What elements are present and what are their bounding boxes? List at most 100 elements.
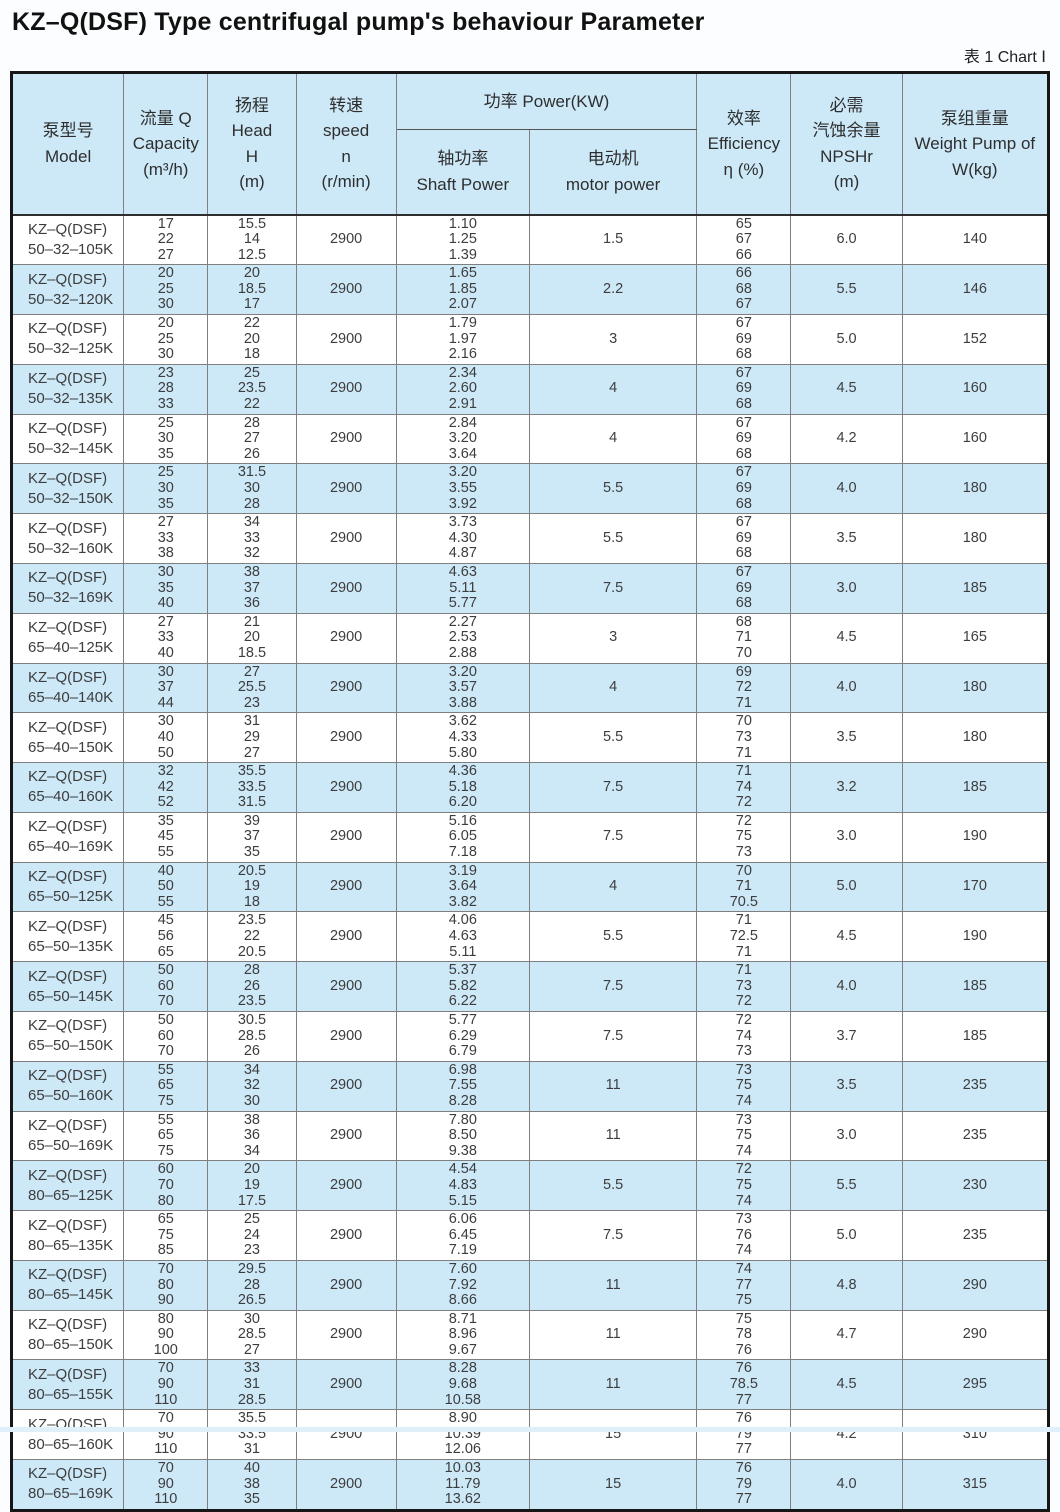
shaft-power-cell: 2.34 2.60 2.91 xyxy=(395,363,530,415)
weight-cell: 230 xyxy=(901,1160,1050,1212)
col-header-efficiency: 效率 Efficiency η (%) xyxy=(696,72,792,216)
efficiency-cell: 65 67 66 xyxy=(696,213,792,266)
motor-power-cell: 7.5 xyxy=(528,811,698,863)
speed-cell: 2900 xyxy=(295,811,397,863)
efficiency-cell: 76 79 77 xyxy=(696,1409,792,1461)
model-cell: KZ–Q(DSF) 65–50–150K xyxy=(10,1011,125,1062)
model-cell: KZ–Q(DSF) 65–50–160K xyxy=(10,1060,125,1112)
shaft-power-cell: 3.73 4.30 4.87 xyxy=(395,513,530,564)
speed-cell: 2900 xyxy=(295,363,397,415)
efficiency-cell: 76 79 77 xyxy=(696,1459,792,1511)
capacity-cell: 70 90 110 xyxy=(123,1459,209,1511)
head-cell: 38 36 34 xyxy=(207,1110,297,1162)
model-cell: KZ–Q(DSF) 65–50–145K xyxy=(10,961,125,1012)
head-cell: 30.5 28.5 26 xyxy=(207,1011,297,1062)
table-body: KZ–Q(DSF) 50–32–105K 17 22 27 15.5 14 12.5 2900 1… xyxy=(10,213,1050,1511)
efficiency-cell: 67 69 68 xyxy=(696,363,792,415)
table-row: KZ–Q(DSF) 50–32–120K 20 25 30 20 18.5 17 2900 1.6… xyxy=(10,264,1050,316)
speed-cell: 2900 xyxy=(295,513,397,564)
motor-power-cell: 4 xyxy=(528,861,698,913)
table-row: KZ–Q(DSF) 50–32–160K 27 33 38 34 33 32 2900 3.73 4… xyxy=(10,513,1050,564)
npshr-cell: 4.5 xyxy=(790,612,903,664)
model-cell: KZ–Q(DSF) 50–32–120K xyxy=(10,264,125,316)
head-cell: 31.5 30 28 xyxy=(207,463,297,515)
head-cell: 15.5 14 12.5 xyxy=(207,213,297,266)
head-cell: 35.5 33.5 31.5 xyxy=(207,762,297,813)
table-row: KZ–Q(DSF) 65–50–169K 55 65 75 38 36 34 2900 7.80 8… xyxy=(10,1110,1050,1162)
efficiency-cell: 73 75 74 xyxy=(696,1110,792,1162)
capacity-cell: 32 42 52 xyxy=(123,762,209,813)
npshr-cell: 4.5 xyxy=(790,911,903,963)
table-row: KZ–Q(DSF) 65–50–125K 40 50 55 20.5 19 18 2900 3.1… xyxy=(10,861,1050,913)
head-cell: 33 31 28.5 xyxy=(207,1359,297,1411)
shaft-power-cell: 3.20 3.55 3.92 xyxy=(395,463,530,515)
capacity-cell: 40 50 55 xyxy=(123,861,209,913)
speed-cell: 2900 xyxy=(295,1060,397,1112)
table-row: KZ–Q(DSF) 80–65–135K 65 75 85 25 24 23 2900 6.06 6… xyxy=(10,1210,1050,1261)
efficiency-cell: 73 75 74 xyxy=(696,1060,792,1112)
efficiency-cell: 67 69 68 xyxy=(696,314,792,365)
efficiency-cell: 70 71 70.5 xyxy=(696,861,792,913)
weight-cell: 190 xyxy=(901,811,1050,863)
model-cell: KZ–Q(DSF) 80–65–150K xyxy=(10,1309,125,1361)
motor-power-cell: 7.5 xyxy=(528,562,698,614)
efficiency-cell: 76 78.5 77 xyxy=(696,1359,792,1411)
npshr-cell: 5.0 xyxy=(790,861,903,913)
capacity-cell: 30 35 40 xyxy=(123,562,209,614)
capacity-cell: 65 75 85 xyxy=(123,1210,209,1261)
capacity-cell: 25 30 35 xyxy=(123,413,209,465)
motor-power-cell: 7.5 xyxy=(528,1210,698,1261)
motor-power-cell: 15 xyxy=(528,1409,698,1461)
speed-cell: 2900 xyxy=(295,1359,397,1411)
capacity-cell: 20 25 30 xyxy=(123,264,209,316)
efficiency-cell: 67 69 68 xyxy=(696,413,792,465)
weight-cell: 165 xyxy=(901,612,1050,664)
capacity-cell: 50 60 70 xyxy=(123,961,209,1012)
shaft-power-cell: 3.19 3.64 3.82 xyxy=(395,861,530,913)
head-cell: 23.5 22 20.5 xyxy=(207,911,297,963)
model-cell: KZ–Q(DSF) 80–65–135K xyxy=(10,1210,125,1261)
npshr-cell: 4.8 xyxy=(790,1259,903,1311)
model-cell: KZ–Q(DSF) 50–32–125K xyxy=(10,314,125,365)
model-cell: KZ–Q(DSF) 80–65–145K xyxy=(10,1259,125,1311)
npshr-cell: 6.0 xyxy=(790,213,903,266)
table-row: KZ–Q(DSF) 50–32–145K 25 30 35 28 27 26 2900 2.84 3… xyxy=(10,413,1050,465)
weight-cell: 170 xyxy=(901,861,1050,913)
weight-cell: 180 xyxy=(901,662,1050,714)
motor-power-cell: 11 xyxy=(528,1259,698,1311)
npshr-cell: 3.0 xyxy=(790,811,903,863)
weight-cell: 146 xyxy=(901,264,1050,316)
shaft-power-cell: 1.79 1.97 2.16 xyxy=(395,314,530,365)
table-row: KZ–Q(DSF) 65–40–150K 30 40 50 31 29 27 2900 3.62 4… xyxy=(10,712,1050,764)
head-cell: 25 23.5 22 xyxy=(207,363,297,415)
capacity-cell: 27 33 40 xyxy=(123,612,209,664)
npshr-cell: 4.2 xyxy=(790,413,903,465)
capacity-cell: 60 70 80 xyxy=(123,1160,209,1212)
col-header-power-group: 功率 Power(KW) xyxy=(395,72,698,130)
capacity-cell: 80 90 100 xyxy=(123,1309,209,1361)
motor-power-cell: 3 xyxy=(528,612,698,664)
npshr-cell: 5.0 xyxy=(790,314,903,365)
model-cell: KZ–Q(DSF) 50–32–145K xyxy=(10,413,125,465)
col-header-shaft-power: 轴功率 Shaft Power xyxy=(395,129,530,216)
motor-power-cell: 11 xyxy=(528,1309,698,1361)
shaft-power-cell: 6.98 7.55 8.28 xyxy=(395,1060,530,1112)
motor-power-cell: 11 xyxy=(528,1060,698,1112)
capacity-cell: 30 37 44 xyxy=(123,662,209,714)
weight-cell: 290 xyxy=(901,1259,1050,1311)
motor-power-cell: 11 xyxy=(528,1110,698,1162)
motor-power-cell: 3 xyxy=(528,314,698,365)
table-row: KZ–Q(DSF) 65–50–135K 45 56 65 23.5 22 20.5 2900 4… xyxy=(10,911,1050,963)
table-row: KZ–Q(DSF) 80–65–125K 60 70 80 20 19 17.5 2900 4.5… xyxy=(10,1160,1050,1212)
col-header-npshr: 必需 汽蚀余量 NPSHr (m) xyxy=(790,72,903,216)
col-header-head: 扬程 Head H (m) xyxy=(207,72,297,216)
head-cell: 38 37 36 xyxy=(207,562,297,614)
capacity-cell: 55 65 75 xyxy=(123,1060,209,1112)
motor-power-cell: 5.5 xyxy=(528,911,698,963)
weight-cell: 160 xyxy=(901,413,1050,465)
npshr-cell: 4.0 xyxy=(790,463,903,515)
head-cell: 31 29 27 xyxy=(207,712,297,764)
efficiency-cell: 72 74 73 xyxy=(696,1011,792,1062)
capacity-cell: 17 22 27 xyxy=(123,213,209,266)
motor-power-cell: 7.5 xyxy=(528,762,698,813)
